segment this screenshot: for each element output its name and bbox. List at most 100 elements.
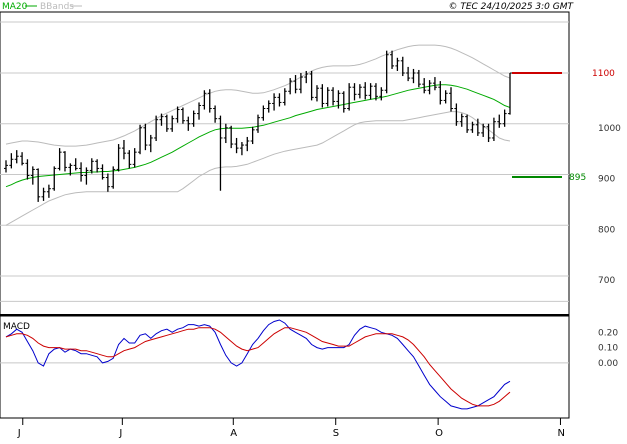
ohlc-bar (105, 173, 110, 192)
signal-line (5, 327, 511, 407)
price-tick-label: 700 (598, 276, 615, 286)
ohlc-bar (416, 69, 421, 88)
ohlc-bars (4, 50, 512, 202)
ohlc-bar (438, 81, 443, 105)
ma20-legend: MA20 (2, 2, 28, 12)
ohlc-bar (368, 83, 373, 100)
ohlc-bar (73, 158, 78, 171)
ohlc-bar (218, 115, 223, 191)
ohlc-bar (245, 136, 250, 152)
macd-panel-label: MACD (3, 322, 30, 332)
ohlc-bar (459, 113, 464, 127)
ohlc-bar (116, 144, 121, 172)
ohlc-bar (239, 142, 244, 156)
ohlc-bar (508, 72, 512, 115)
ohlc-bar (497, 114, 502, 128)
ohlc-bar (84, 167, 89, 185)
ohlc-bar (68, 163, 73, 176)
ohlc-bar (502, 109, 507, 127)
ohlc-bar (100, 164, 105, 180)
ohlc-bar (341, 91, 346, 113)
ohlc-bar (234, 137, 239, 154)
ohlc-bar (132, 148, 137, 168)
bb-upper-line (5, 44, 511, 147)
x-tick-label: J (118, 428, 122, 439)
ohlc-bar (180, 107, 185, 124)
ohlc-bar (272, 93, 277, 111)
x-tick-label: J (17, 428, 21, 439)
ohlc-bar (250, 126, 255, 145)
ohlc-bar (138, 124, 143, 155)
ohlc-bar (481, 123, 486, 137)
resistance-label: 1100 (592, 69, 615, 79)
ohlc-bar (256, 114, 260, 133)
ohlc-bar (406, 66, 411, 82)
x-tick-label: S (333, 428, 339, 439)
ohlc-bar (486, 123, 491, 143)
x-tick-label: O (435, 428, 443, 439)
ohlc-bar (320, 84, 325, 108)
ohlc-bar (293, 75, 298, 94)
ohlc-bar (111, 166, 116, 189)
ohlc-bar (25, 159, 30, 180)
ohlc-bar (363, 82, 368, 100)
ohlc-bar (9, 153, 14, 169)
ohlc-bar (41, 187, 46, 201)
ohlc-bar (197, 102, 202, 120)
ohlc-bar (175, 106, 180, 123)
ohlc-bar (121, 139, 126, 160)
bollinger-bands (5, 44, 511, 226)
x-tick-label: A (230, 428, 237, 439)
x-tick-label: N (557, 428, 564, 439)
ohlc-bar (465, 114, 470, 133)
ohlc-bar (62, 151, 67, 172)
ohlc-bar (170, 115, 175, 132)
ohlc-bar (266, 100, 271, 113)
ohlc-bar (314, 85, 319, 102)
ohlc-bar (186, 116, 191, 131)
ohlc-bar (207, 89, 212, 113)
ohlc-bar (261, 105, 266, 121)
copyright-text: © TEC 24/10/2025 3:0 GMT (448, 2, 574, 12)
price-gridlines (0, 21, 569, 302)
ohlc-bar (454, 103, 459, 126)
ohlc-bar (89, 158, 94, 174)
ohlc-bar (143, 123, 148, 151)
ohlc-bar (20, 152, 25, 166)
bb-lower-line (5, 111, 511, 226)
ohlc-bar (357, 84, 362, 99)
ohlc-bar (298, 73, 303, 94)
ohlc-bar (57, 148, 62, 171)
ohlc-bar (379, 87, 384, 101)
ohlc-bar (352, 83, 357, 101)
ohlc-bar (470, 121, 475, 133)
ohlc-bar (390, 50, 395, 69)
ohlc-bar (4, 160, 8, 173)
ohlc-bar (164, 114, 169, 132)
ohlc-bar (288, 78, 293, 95)
ohlc-bar (213, 105, 218, 123)
ohlc-bar (223, 123, 228, 144)
ohlc-bar (304, 70, 309, 84)
ohlc-bar (46, 184, 51, 198)
ohlc-bar (395, 57, 400, 71)
ohlc-bar (202, 90, 207, 110)
ohlc-bar (400, 56, 405, 77)
ohlc-bar (277, 93, 282, 107)
price-panel-frame (0, 11, 570, 316)
ohlc-bar (427, 80, 432, 95)
price-tick-label: 900 (598, 175, 615, 185)
ohlc-bar (95, 159, 100, 173)
support-resistance-levels: 1100 895 (512, 69, 615, 183)
macd-tick-label: 0.10 (598, 344, 618, 354)
ohlc-bar (309, 70, 314, 101)
bbands-legend: BBands (40, 2, 74, 12)
ohlc-bar (432, 77, 437, 91)
ohlc-bar (475, 118, 480, 136)
ohlc-bar (159, 113, 164, 126)
macd-lines (5, 319, 511, 410)
ohlc-bar (229, 125, 234, 149)
price-tick-label: 1000 (598, 124, 621, 134)
